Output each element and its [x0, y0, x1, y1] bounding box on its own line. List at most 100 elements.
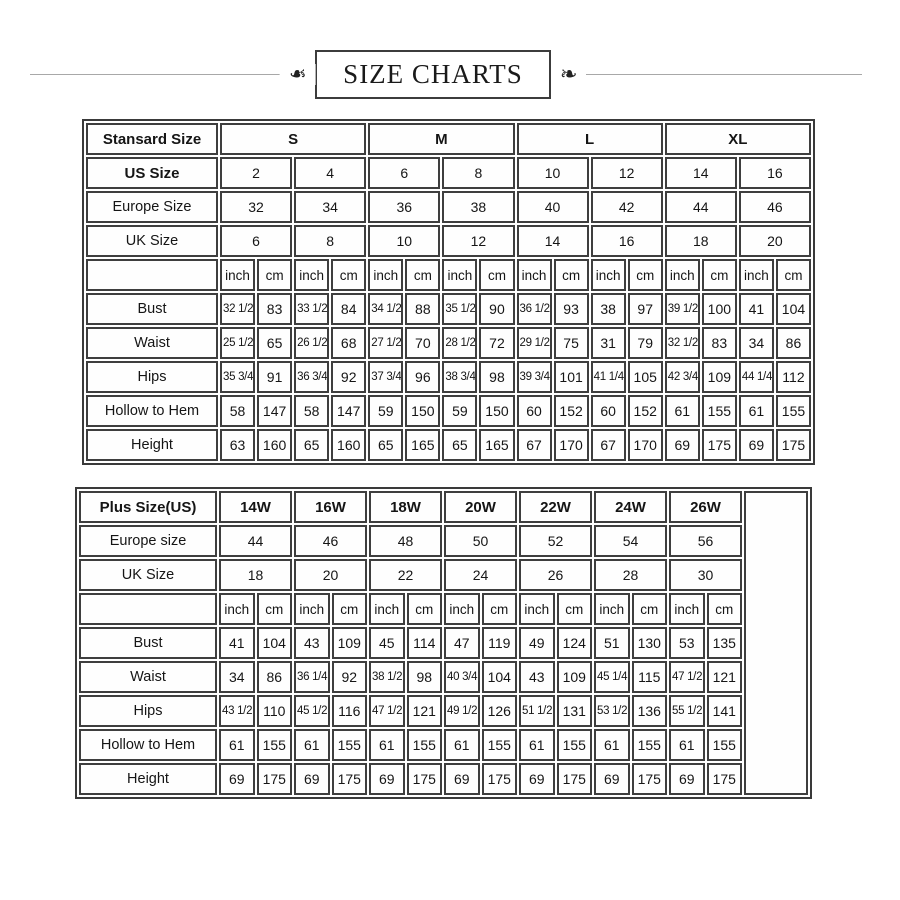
measure-value-cell: 34 [219, 661, 255, 693]
measure-value-cell: 29 1/2 [516, 327, 552, 359]
size-value-cell: 22 [369, 559, 442, 591]
size-value-cell: 56 [669, 525, 742, 557]
measure-value-cell: 61 [669, 729, 705, 761]
measure-value-cell: 53 [669, 627, 705, 659]
measure-value-cell: 42 3/4 [664, 361, 700, 393]
size-group-header: 18W [369, 491, 442, 523]
table-row: Europe size 44 46 48 50 52 54 56 [79, 525, 808, 557]
empty-label-cell [79, 593, 217, 625]
size-value-cell: 2 [220, 157, 293, 189]
measure-value-cell: 100 [701, 293, 737, 325]
measure-value-cell: 175 [631, 763, 667, 795]
size-value-cell: 40 [516, 191, 589, 223]
measure-value-cell: 110 [256, 695, 292, 727]
measure-value-cell: 26 1/2 [294, 327, 330, 359]
size-value-cell: 20 [738, 225, 811, 257]
measure-value-cell: 35 1/2 [442, 293, 478, 325]
row-label: Height [79, 763, 217, 795]
measure-value-cell: 61 [519, 729, 555, 761]
size-group-header: 16W [294, 491, 367, 523]
size-value-cell: 8 [442, 157, 515, 189]
measure-value-cell: 61 [444, 729, 480, 761]
measure-value-cell: 130 [631, 627, 667, 659]
size-value-cell: 32 [220, 191, 293, 223]
measure-value-cell: 101 [553, 361, 589, 393]
measure-value-cell: 119 [481, 627, 517, 659]
measure-value-cell: 175 [706, 763, 742, 795]
size-value-cell: 14 [664, 157, 737, 189]
row-label: Bust [79, 627, 217, 659]
measure-value-cell: 104 [256, 627, 292, 659]
unit-inch-cell: inch [516, 259, 552, 291]
row-label: Hollow to Hem [79, 729, 217, 761]
unit-cm-cell: cm [631, 593, 667, 625]
measure-value-cell: 34 1/2 [368, 293, 404, 325]
table-row: inch cm inch cm inch cm inch cm inch cm inch cm inch… [86, 259, 811, 291]
size-value-cell: 18 [219, 559, 292, 591]
size-value-cell: 16 [738, 157, 811, 189]
measure-value-cell: 55 1/2 [669, 695, 705, 727]
size-value-cell: 20 [294, 559, 367, 591]
measure-value-cell: 59 [368, 395, 404, 427]
standard-size-table-wrap: Stansard Size S M L XL US Size 2 4 6 8 10 12 14 16 Eur… [82, 119, 815, 465]
measure-value-cell: 51 1/2 [519, 695, 555, 727]
measure-value-cell: 83 [701, 327, 737, 359]
size-value-cell: 12 [442, 225, 515, 257]
row-label: Hollow to Hem [86, 395, 218, 427]
size-value-cell: 48 [369, 525, 442, 557]
unit-cm-cell: cm [701, 259, 737, 291]
row-label: Bust [86, 293, 218, 325]
measure-value-cell: 160 [257, 429, 293, 461]
size-value-cell: 38 [442, 191, 515, 223]
measure-value-cell: 147 [331, 395, 367, 427]
fleuron-right-icon: ❧ [550, 63, 587, 85]
size-value-cell: 34 [294, 191, 367, 223]
measure-value-cell: 83 [257, 293, 293, 325]
measure-value-cell: 69 [738, 429, 774, 461]
measure-value-cell: 69 [219, 763, 255, 795]
measure-value-cell: 150 [479, 395, 515, 427]
measure-value-cell: 175 [556, 763, 592, 795]
measure-value-cell: 41 1/4 [590, 361, 626, 393]
measure-value-cell: 27 1/2 [368, 327, 404, 359]
table-row: Hollow to Hem 58 147 58 147 59 150 59 150 60 152 60… [86, 395, 811, 427]
unit-inch-cell: inch [369, 593, 405, 625]
unit-cm-cell: cm [627, 259, 663, 291]
measure-value-cell: 61 [664, 395, 700, 427]
measure-value-cell: 69 [664, 429, 700, 461]
size-charts-title: SIZE CHARTS [315, 49, 551, 99]
measure-value-cell: 92 [331, 661, 367, 693]
row-label: Height [86, 429, 218, 461]
size-value-cell: 16 [590, 225, 663, 257]
measure-value-cell: 65 [257, 327, 293, 359]
measure-value-cell: 36 1/2 [516, 293, 552, 325]
measure-value-cell: 175 [331, 763, 367, 795]
measure-value-cell: 109 [331, 627, 367, 659]
unit-inch-cell: inch [442, 259, 478, 291]
measure-value-cell: 45 [369, 627, 405, 659]
measure-value-cell: 60 [516, 395, 552, 427]
title-band: ❧ SIZE CHARTS ❧ [30, 49, 862, 99]
size-value-cell: 50 [444, 525, 517, 557]
size-value-cell: 6 [368, 157, 441, 189]
measure-value-cell: 49 1/2 [444, 695, 480, 727]
row-label: Waist [86, 327, 218, 359]
table-row: Europe Size 32 34 36 38 40 42 44 46 [86, 191, 811, 223]
unit-cm-cell: cm [479, 259, 515, 291]
measure-value-cell: 45 1/2 [294, 695, 330, 727]
measure-value-cell: 155 [481, 729, 517, 761]
measure-value-cell: 121 [406, 695, 442, 727]
measure-value-cell: 165 [405, 429, 441, 461]
measure-value-cell: 51 [594, 627, 630, 659]
row-label: Hips [79, 695, 217, 727]
measure-value-cell: 35 3/4 [220, 361, 256, 393]
table-row: Bust 32 1/2 83 33 1/2 84 34 1/2 88 35 1/2 90 36 1… [86, 293, 811, 325]
measure-value-cell: 109 [556, 661, 592, 693]
measure-value-cell: 45 1/4 [594, 661, 630, 693]
size-value-cell: 30 [669, 559, 742, 591]
row-label: UK Size [79, 559, 217, 591]
measure-value-cell: 131 [556, 695, 592, 727]
measure-value-cell: 135 [706, 627, 742, 659]
unit-inch-cell: inch [220, 259, 256, 291]
unit-inch-cell: inch [444, 593, 480, 625]
